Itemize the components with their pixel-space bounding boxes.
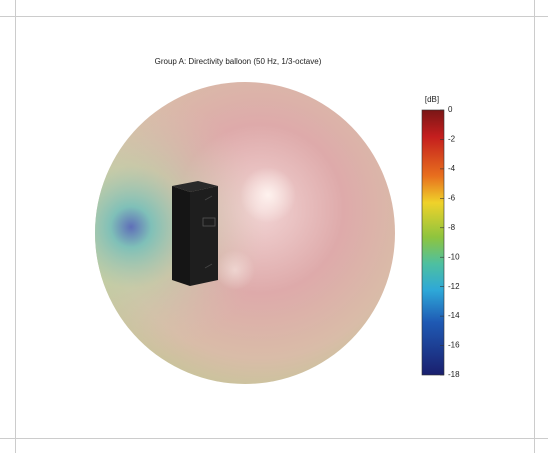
colorbar-tick-label: -16 (448, 341, 460, 350)
colorbar-label: [dB] (425, 95, 439, 104)
balloon (95, 82, 395, 384)
colorbar-tick-label: -2 (448, 135, 456, 144)
colorbar (422, 110, 444, 375)
colorbar-tick-label: -12 (448, 282, 460, 291)
screen: Group A: Directivity balloon (50 Hz, 1/3… (0, 0, 548, 453)
colorbar-tick-label: -6 (448, 193, 456, 202)
colorbar-tick-label: 0 (448, 105, 453, 114)
colorbar-tick-label: -8 (448, 223, 456, 232)
plot-title: Group A: Directivity balloon (50 Hz, 1/3… (155, 57, 322, 66)
colorbar-tick-label: -4 (448, 164, 456, 173)
colorbar-tick-label: -10 (448, 252, 460, 261)
speaker (172, 181, 218, 286)
colorbar-tick-label: -18 (448, 370, 460, 379)
colorbar-tick-label: -14 (448, 311, 460, 320)
